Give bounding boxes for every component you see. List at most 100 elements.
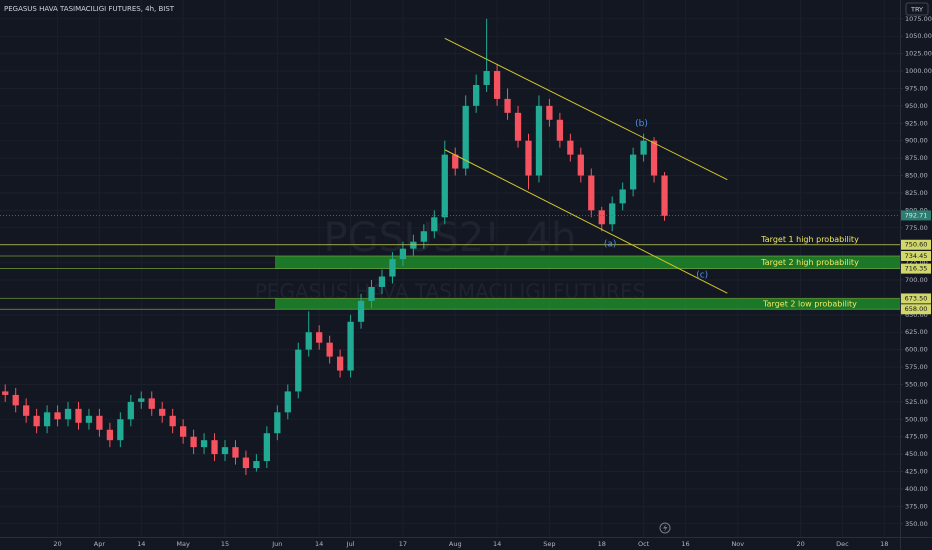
x-tick-label: 16: [681, 540, 689, 548]
candle-body: [630, 154, 637, 190]
y-tick-label: 775.00: [905, 224, 928, 232]
y-tick-label: 425.00: [905, 468, 928, 476]
y-tick-label: 725.00: [905, 259, 928, 267]
candle-body: [33, 415, 40, 427]
candle-body: [378, 276, 386, 287]
price-label-box: [901, 239, 931, 250]
target-zone: [275, 298, 900, 310]
candle-body: [336, 356, 344, 371]
candle-body: [650, 140, 658, 176]
candle-body: [274, 412, 281, 434]
y-tick-label: 550.00: [905, 380, 928, 388]
candle-body: [12, 394, 19, 406]
candle-body: [127, 401, 134, 420]
y-tick-label: 575.00: [905, 363, 928, 371]
y-tick-label: 900.00: [905, 137, 928, 145]
x-tick-label: 18: [880, 540, 888, 548]
target-note: Target 1 high probability: [760, 235, 859, 244]
x-tick-label: 14: [493, 540, 501, 548]
price-label: 673.50: [905, 294, 928, 302]
x-tick-label: 15: [221, 540, 229, 548]
candle-body: [200, 440, 208, 448]
candle-body: [493, 71, 501, 99]
y-tick-label: 625.00: [905, 328, 928, 336]
candle-body: [211, 440, 218, 455]
y-tick-label: 600.00: [905, 346, 928, 354]
y-tick-label: 525.00: [905, 398, 928, 406]
price-label: 716.35: [905, 265, 928, 273]
trendline: [444, 37, 728, 181]
candle-body: [514, 112, 522, 141]
drawings: Target 2 high probability Target 2 low pr…: [0, 37, 900, 308]
candle-body: [117, 419, 124, 441]
currency-button[interactable]: [905, 2, 929, 16]
candle-body: [504, 98, 511, 113]
events-icon[interactable]: [659, 522, 671, 534]
candle-body: [389, 259, 396, 277]
grid: [0, 0, 900, 537]
y-tick-label: 450.00: [905, 450, 928, 458]
x-tick-label: Sep: [543, 540, 555, 548]
x-tick-label: 20: [796, 540, 804, 548]
candle-body: [619, 189, 626, 204]
candle-body: [284, 391, 291, 413]
y-tick-label: 950.00: [905, 102, 928, 110]
candle-body: [357, 300, 365, 322]
x-tick-label: 18: [598, 540, 606, 548]
candle-body: [54, 412, 61, 420]
y-tick-label: 400.00: [905, 485, 928, 493]
target-zone: [275, 255, 900, 269]
currency-label: TRY: [910, 6, 923, 14]
candle-body: [483, 71, 490, 85]
candle-body: [598, 210, 605, 225]
candle-body: [96, 415, 103, 430]
y-tick-label: 800.00: [905, 206, 928, 214]
x-tick-label: Jul: [346, 540, 355, 548]
x-tick-label: Dec: [836, 540, 849, 548]
candle-body: [85, 415, 93, 423]
wave-label: (b): [635, 119, 648, 129]
y-tick-label: 1075.00: [905, 15, 932, 23]
price-label-box: [901, 250, 931, 261]
candles: [2, 18, 668, 476]
x-tick-label: Oct: [638, 540, 650, 548]
price-label: 750.60: [905, 241, 928, 249]
target-note: Target 2 high probability: [760, 258, 859, 267]
candle-body: [2, 391, 9, 395]
candle-body: [64, 408, 72, 420]
target-note: Target 2 low probability: [762, 299, 857, 308]
candle-body: [43, 412, 51, 427]
y-tick-label: 925.00: [905, 119, 928, 127]
candle-body: [546, 105, 553, 120]
y-tick-label: 350.00: [905, 520, 928, 528]
candle-body: [661, 175, 668, 216]
candle-body: [148, 398, 155, 409]
x-tick-label: Nov: [731, 540, 744, 548]
watermark-symbol: PGSUS2!, 4h: [324, 215, 577, 261]
wave-label: (c): [696, 271, 708, 281]
candle-body: [305, 332, 312, 350]
candle-body: [588, 175, 595, 211]
price-label-box: [901, 263, 931, 274]
candle-body: [567, 140, 574, 155]
candle-body: [295, 349, 302, 392]
candle-body: [577, 154, 584, 176]
x-tick-label: Jun: [271, 540, 282, 548]
candle-body: [431, 217, 438, 232]
x-tick-label: 14: [137, 540, 145, 548]
y-tick-label: 475.00: [905, 433, 928, 441]
y-tick-label: 375.00: [905, 502, 928, 510]
candle-body: [159, 408, 166, 416]
price-label-box: [901, 210, 931, 221]
x-tick-label: 14: [315, 540, 323, 548]
candle-body: [473, 84, 480, 106]
x-tick-label: May: [176, 540, 190, 548]
candle-body: [535, 105, 543, 176]
candle-body: [316, 332, 323, 343]
candle-body: [242, 457, 250, 469]
candle-body: [441, 154, 448, 218]
candle-body: [347, 321, 354, 371]
y-tick-label: 700.00: [905, 276, 928, 284]
